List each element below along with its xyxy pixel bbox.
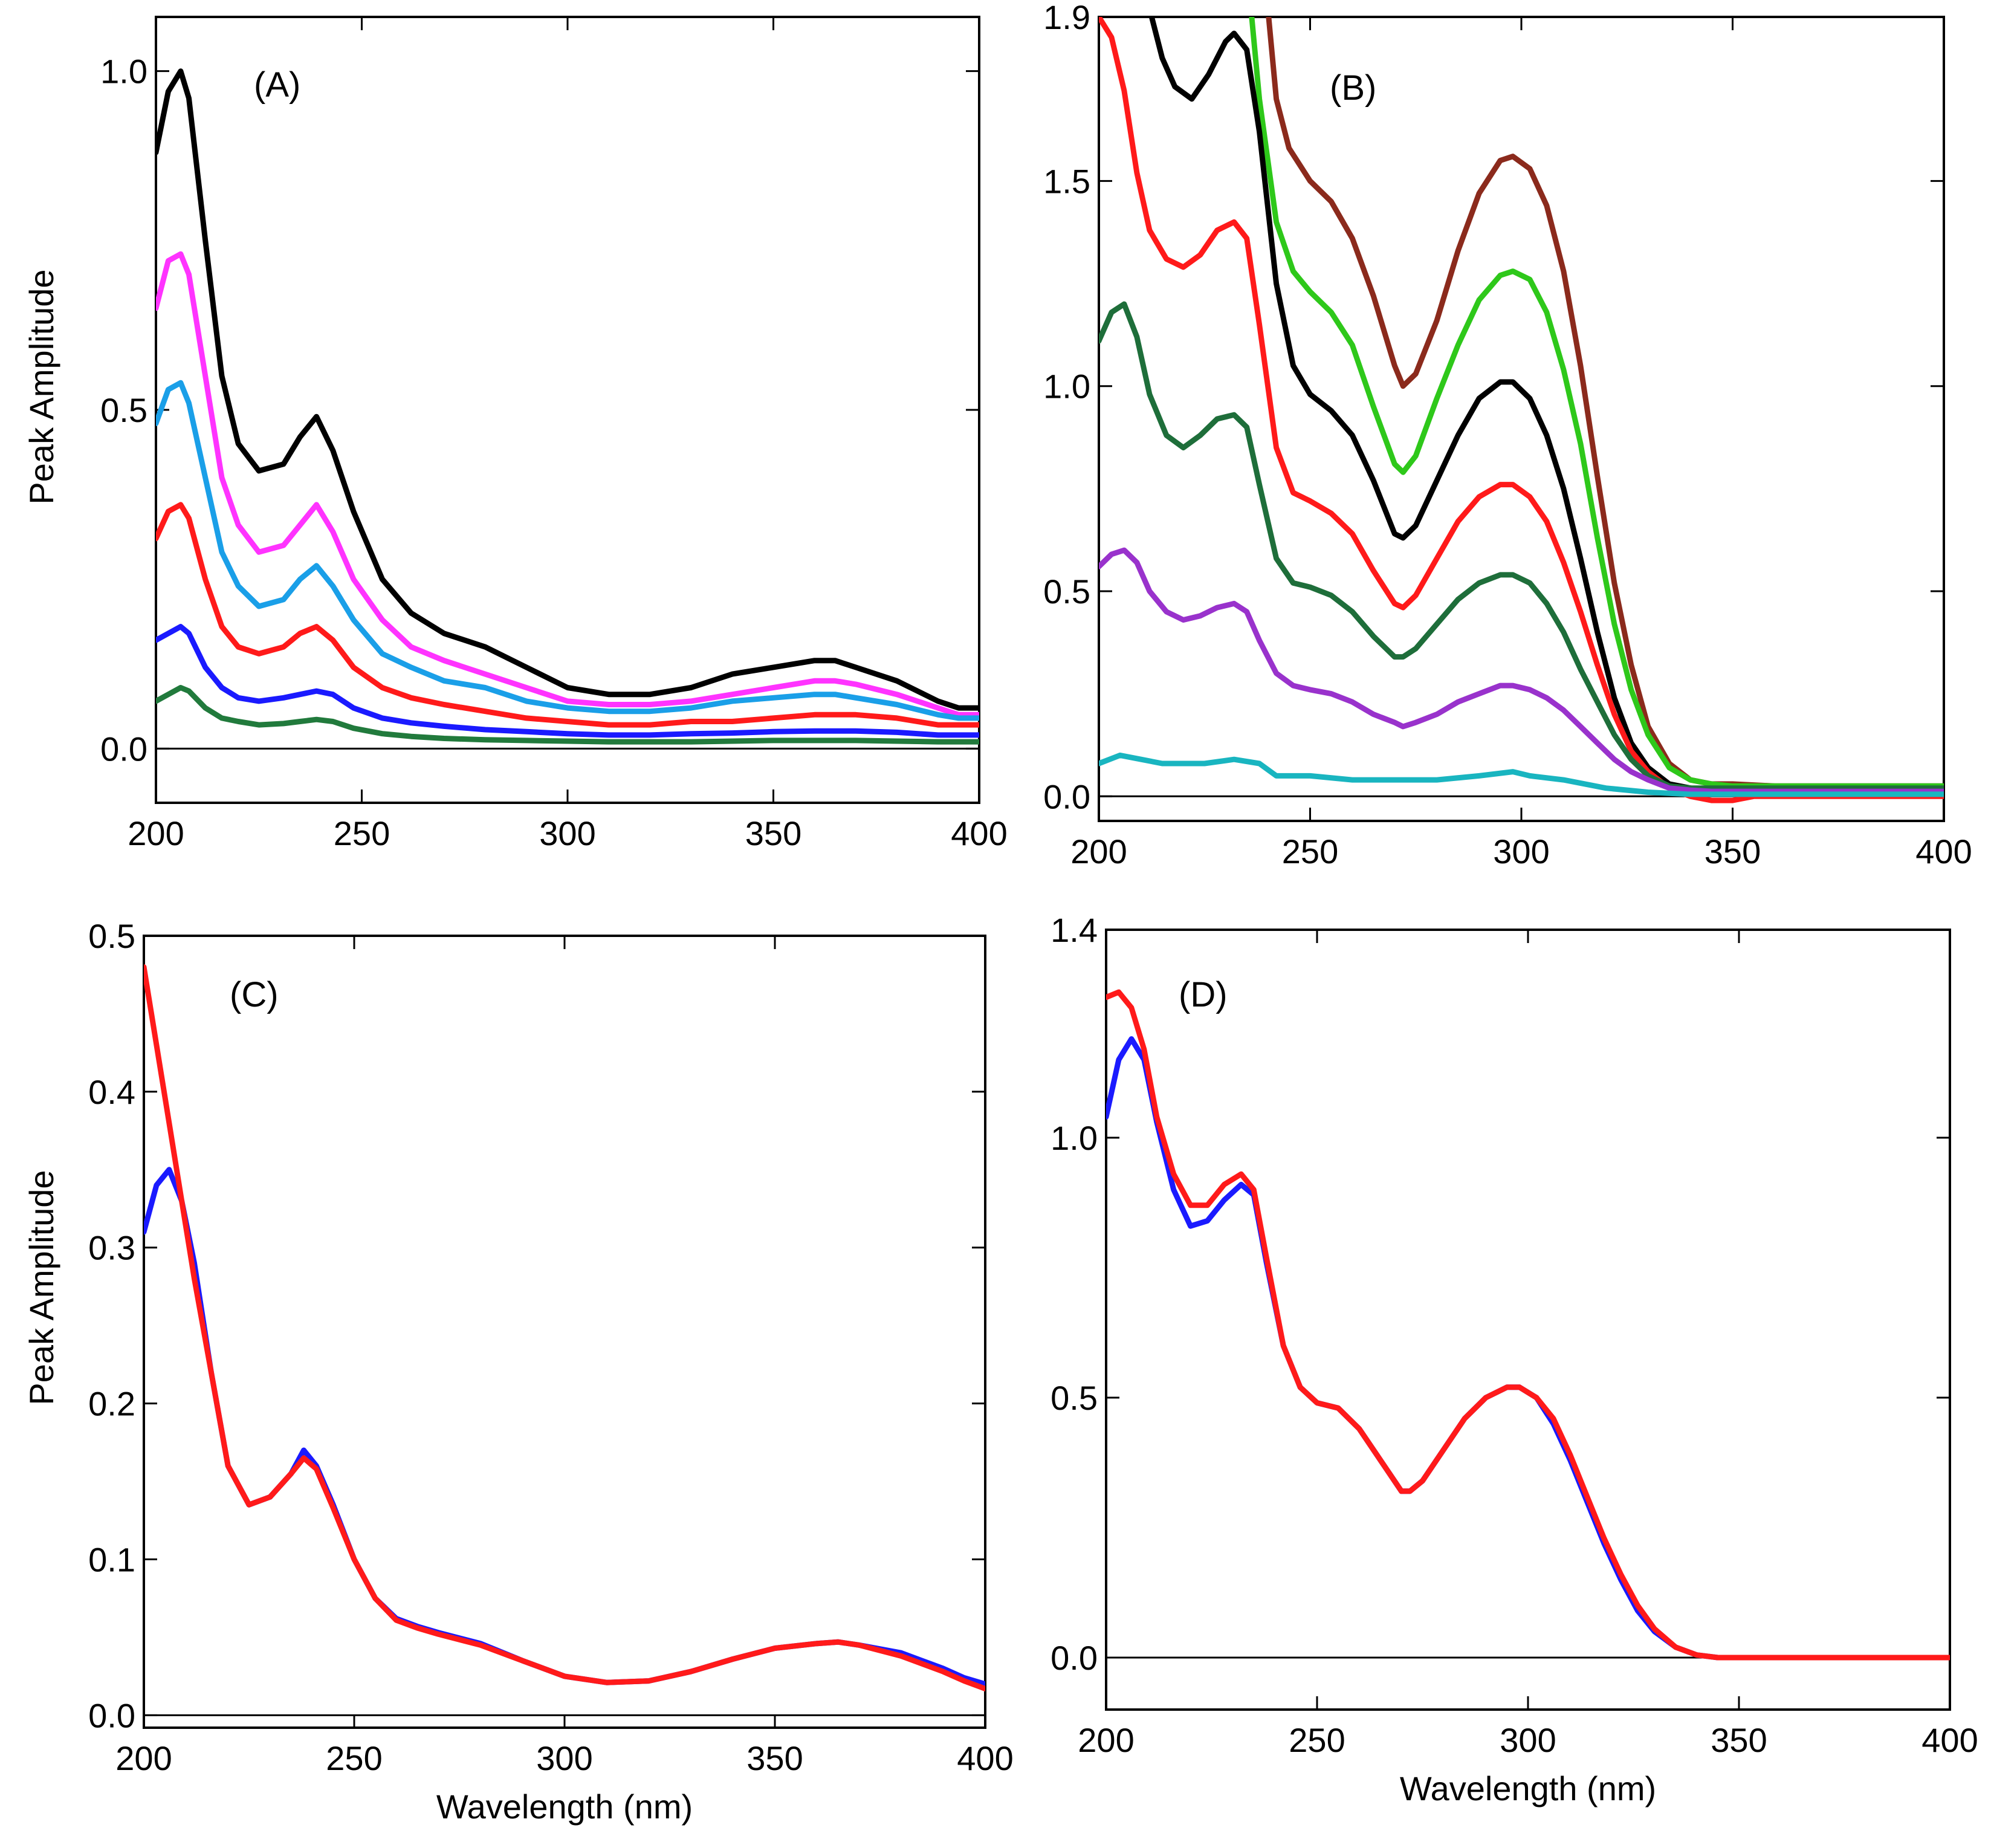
panel-c-ytick-label: 0.3 <box>88 1229 135 1267</box>
panel-c-xlabel: Wavelength (nm) <box>436 1788 693 1826</box>
panel-d-xlabel: Wavelength (nm) <box>1400 1769 1656 1807</box>
panel-b-xtick-label: 400 <box>1915 832 1972 871</box>
panel-d-xtick-label: 400 <box>1921 1721 1978 1759</box>
panel-c-ytick-label: 0.5 <box>88 917 135 955</box>
panel-c-ticks: 200 250 300 350 400 0.0 0.1 0.2 0.3 0.4 0.5 <box>88 917 1014 1777</box>
panel-d-xtick-label: 250 <box>1289 1721 1345 1759</box>
panel-a-series-dark-green <box>156 685 979 745</box>
panel-a-ylabel: Peak Amplitude <box>22 269 60 504</box>
panel-c-ytick-label: 0.1 <box>88 1540 135 1578</box>
panel-b-ytick-label: 1.9 <box>1043 0 1090 36</box>
panel-a-xtick-label: 300 <box>539 814 595 852</box>
panel-b-xtick-label: 350 <box>1704 832 1761 871</box>
panel-b-ticks: 200 250 300 350 400 0.0 0.5 1.0 1.5 1.9 <box>1043 0 1972 871</box>
panel-d-xtick-label: 200 <box>1078 1721 1134 1759</box>
panel-b-label: (B) <box>1330 68 1376 108</box>
panel-b-series-dark-green <box>1099 301 1944 791</box>
panel-a-ytick-label: 0.0 <box>100 730 147 768</box>
panel-a-ticks: 200 250 300 350 400 0.0 0.5 1.0 <box>100 17 1008 852</box>
panel-c-ylabel: Peak Amplitude <box>22 1170 60 1405</box>
panel-c-label: (C) <box>230 975 279 1014</box>
panel-a-series-blue <box>156 624 979 738</box>
panel-d-xtick-label: 300 <box>1500 1721 1556 1759</box>
panel-a-xtick-label: 250 <box>334 814 390 852</box>
panel-d-xtick-label: 350 <box>1711 1721 1767 1759</box>
panel-d-ytick-label: 1.0 <box>1051 1119 1098 1157</box>
panel-d-ytick-label: 0.5 <box>1051 1379 1098 1417</box>
panel-b-series-purple <box>1099 547 1944 794</box>
panel-a-series-red <box>156 502 979 728</box>
panel-d-series-red <box>1106 989 1950 1661</box>
panel-d: 200 250 300 350 400 0.0 0.5 1.0 1.4 (D) Waveleng… <box>1051 911 1978 1807</box>
panel-c-xtick-label: 350 <box>746 1739 803 1777</box>
panel-c-series <box>144 964 985 1691</box>
panel-b-series <box>1099 17 1944 803</box>
panel-a-xtick-label: 350 <box>745 814 801 852</box>
panel-d-ytick-label: 0.0 <box>1051 1639 1098 1677</box>
panel-c-xtick-label: 300 <box>536 1739 592 1777</box>
panel-b-ytick-label: 0.5 <box>1043 572 1090 611</box>
panel-a-series-black <box>156 68 979 711</box>
panel-b-series-green <box>1249 17 1944 789</box>
panel-a-xtick-label: 400 <box>951 814 1007 852</box>
panel-d-label: (D) <box>1179 975 1228 1014</box>
panel-b: 200 250 300 350 400 0.0 0.5 1.0 1.5 1.9 (B) <box>1043 0 1972 871</box>
panel-b-xtick-label: 200 <box>1070 832 1127 871</box>
panel-c-xtick-label: 250 <box>326 1739 382 1777</box>
panel-b-series-cyan <box>1099 752 1944 797</box>
panel-a-series-light-blue <box>156 380 979 721</box>
panel-b-xtick-label: 250 <box>1282 832 1338 871</box>
panel-a-xtick-label: 200 <box>128 814 184 852</box>
panel-a-label: (A) <box>254 65 300 105</box>
panel-b-ytick-label: 0.0 <box>1043 777 1090 815</box>
panel-c-xtick-label: 400 <box>957 1739 1013 1777</box>
panel-c-series-red <box>144 964 985 1691</box>
panel-c-ytick-label: 0.2 <box>88 1385 135 1423</box>
panel-c-xtick-label: 200 <box>115 1739 172 1777</box>
panel-a-series-magenta <box>156 251 979 718</box>
panel-c-ytick-label: 0.4 <box>88 1073 135 1111</box>
panel-b-ytick-label: 1.5 <box>1043 162 1090 200</box>
panel-b-ytick-label: 1.0 <box>1043 368 1090 406</box>
panel-a-ytick-label: 0.5 <box>100 391 147 429</box>
panel-b-xtick-label: 300 <box>1493 832 1549 871</box>
panel-d-series <box>1106 989 1950 1661</box>
panel-c-ytick-label: 0.0 <box>88 1696 135 1734</box>
panel-d-ticks: 200 250 300 350 400 0.0 0.5 1.0 1.4 <box>1051 911 1978 1759</box>
panel-c: 200 250 300 350 400 0.0 0.1 0.2 0.3 0.4 0.5 (C) Pe… <box>22 917 1014 1826</box>
panel-a-series <box>156 68 979 745</box>
panel-d-ytick-label: 1.4 <box>1051 911 1098 949</box>
panel-a: 200 250 300 350 400 0.0 0.5 1.0 (A) Peak Amplit… <box>22 16 1008 852</box>
panel-a-ytick-label: 1.0 <box>100 53 147 91</box>
